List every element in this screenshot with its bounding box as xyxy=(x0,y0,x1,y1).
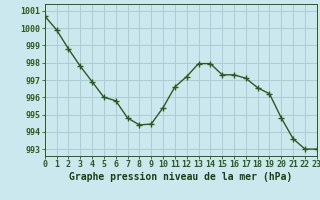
X-axis label: Graphe pression niveau de la mer (hPa): Graphe pression niveau de la mer (hPa) xyxy=(69,172,292,182)
